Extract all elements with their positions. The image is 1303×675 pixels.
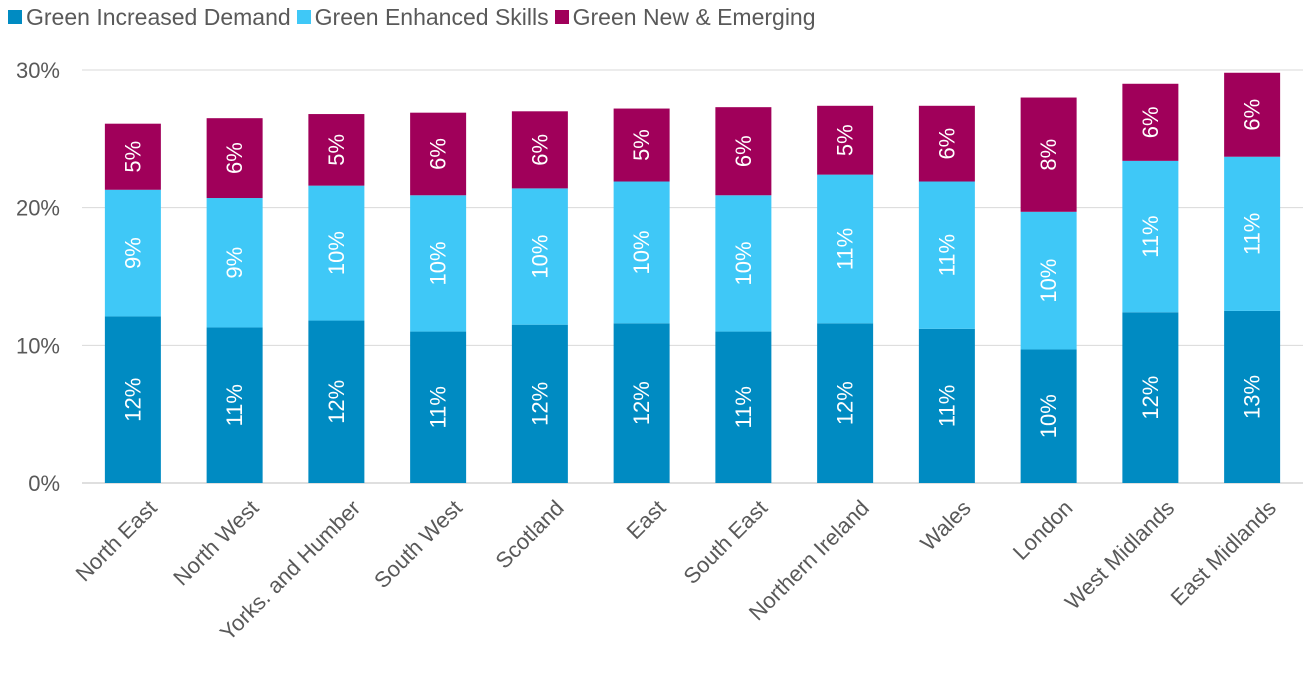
bar-segment	[511, 324, 568, 483]
bar-segment	[511, 111, 568, 189]
data-label: 11%	[426, 386, 451, 428]
bar-segment	[817, 174, 874, 324]
bar-segment	[410, 331, 467, 483]
bar-segment	[918, 328, 975, 483]
x-tick-label: East	[622, 495, 671, 544]
bar-segment	[613, 181, 670, 324]
data-label: 5%	[120, 141, 145, 173]
x-tick-label: London	[1008, 495, 1078, 565]
bar-segment	[1122, 83, 1179, 161]
x-tick-label: South West	[369, 495, 467, 593]
data-label: 13%	[1240, 375, 1265, 419]
data-label: 5%	[324, 134, 349, 166]
bar-segment	[918, 181, 975, 329]
data-label: 5%	[833, 124, 858, 156]
bar-segment	[715, 195, 772, 332]
data-label: 6%	[222, 142, 247, 174]
bar-segment	[206, 327, 263, 483]
bar-segment	[308, 114, 365, 186]
data-label: 5%	[629, 129, 654, 161]
y-tick-label: 10%	[16, 333, 60, 358]
legend-swatch-new-emerging	[554, 10, 569, 24]
y-tick-label: 20%	[16, 196, 60, 221]
bar-segment	[613, 108, 670, 182]
bar-segment	[1224, 310, 1281, 483]
data-label: 12%	[1138, 376, 1163, 420]
x-tick-label: North West	[168, 495, 263, 590]
bar-segment	[1020, 211, 1077, 350]
data-label: 11%	[934, 234, 959, 276]
data-label: 11%	[1240, 213, 1265, 255]
bar-segment	[511, 188, 568, 325]
bar-segment	[104, 123, 161, 190]
bar-segment	[1224, 156, 1281, 311]
bar-segment	[308, 320, 365, 483]
data-label: 6%	[527, 134, 552, 166]
bar-segment	[1020, 97, 1077, 212]
x-tick-label: Scotland	[491, 495, 569, 573]
legend-label-increased-demand: Green Increased Demand	[26, 3, 291, 30]
bar-segment	[410, 195, 467, 332]
data-label: 12%	[629, 381, 654, 425]
x-tick-label: North East	[71, 495, 162, 586]
bar-segment	[817, 323, 874, 483]
data-label: 10%	[527, 235, 552, 279]
x-tick-label: South East	[678, 495, 772, 589]
bar-segment	[613, 323, 670, 483]
data-label: 10%	[629, 230, 654, 274]
bar-segment	[308, 185, 365, 321]
bar-segment	[715, 107, 772, 196]
data-label: 9%	[120, 237, 145, 269]
data-label: 9%	[222, 247, 247, 279]
x-tick-label: East Midlands	[1166, 495, 1281, 610]
legend-label-enhanced-skills: Green Enhanced Skills	[314, 3, 549, 30]
bar-segment	[206, 118, 263, 199]
data-label: 10%	[731, 241, 756, 285]
x-tick-label: West Midlands	[1060, 495, 1179, 614]
data-label: 10%	[1036, 259, 1061, 303]
data-label: 6%	[1240, 99, 1265, 131]
data-label: 6%	[1138, 106, 1163, 138]
data-label: 12%	[120, 378, 145, 422]
bar-segment	[410, 112, 467, 196]
data-label: 12%	[833, 381, 858, 425]
bar-segment	[1020, 349, 1077, 483]
x-tick-label: Wales	[915, 495, 975, 555]
data-label: 11%	[731, 386, 756, 428]
data-label: 6%	[426, 138, 451, 170]
legend: Green Increased Demand Green Enhanced Sk…	[8, 4, 822, 30]
bar-segment	[817, 105, 874, 175]
data-label: 6%	[934, 128, 959, 160]
data-label: 11%	[222, 384, 247, 426]
data-label: 11%	[934, 385, 959, 427]
bar-segment	[715, 331, 772, 483]
legend-item-increased-demand: Green Increased Demand	[8, 4, 291, 31]
legend-swatch-increased-demand	[8, 10, 22, 24]
bar-segment	[104, 189, 161, 317]
y-tick-label: 0%	[28, 471, 60, 496]
data-label: 10%	[324, 231, 349, 275]
bar-segment	[1224, 72, 1281, 157]
legend-item-enhanced-skills: Green Enhanced Skills	[296, 3, 549, 31]
bar-segment	[206, 198, 263, 328]
legend-swatch-enhanced-skills	[296, 10, 311, 24]
data-label: 10%	[426, 241, 451, 285]
data-label: 10%	[1036, 394, 1061, 438]
data-label: 12%	[324, 380, 349, 424]
y-tick-label: 30%	[16, 58, 60, 83]
data-label: 11%	[833, 228, 858, 270]
data-label: 12%	[527, 382, 552, 426]
bar-segment	[104, 316, 161, 483]
legend-label-new-emerging: Green New & Emerging	[572, 3, 816, 30]
data-label: 11%	[1138, 215, 1163, 257]
legend-item-new-emerging: Green New & Emerging	[554, 3, 816, 31]
data-label: 6%	[731, 135, 756, 167]
bar-segment	[1122, 160, 1179, 313]
bar-segment	[918, 105, 975, 182]
data-label: 8%	[1036, 139, 1061, 171]
bar-segment	[1122, 312, 1179, 483]
